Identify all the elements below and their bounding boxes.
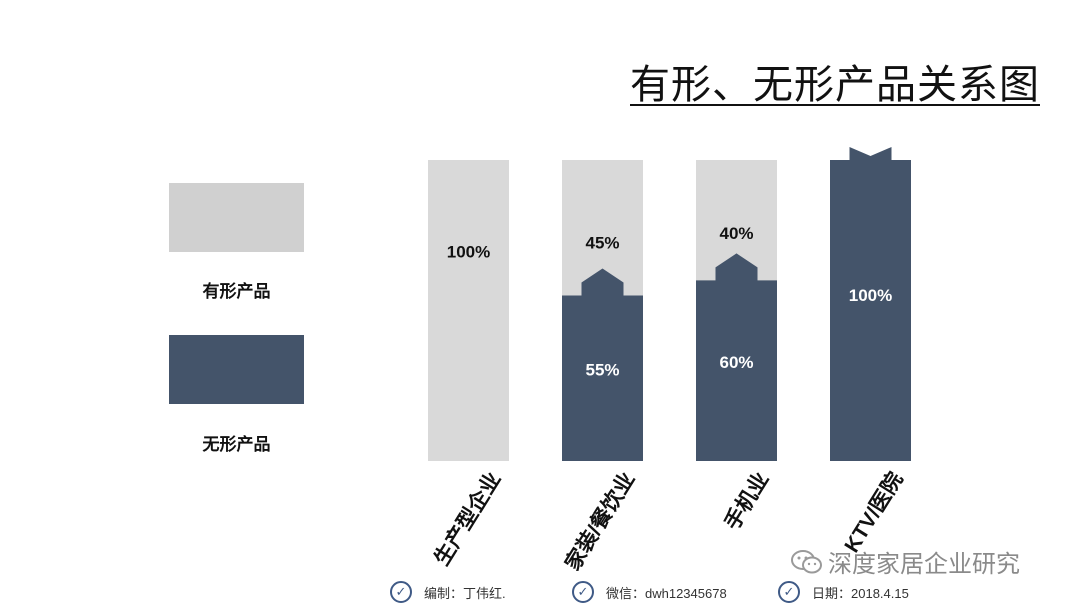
data-label-tangible-1: 45%: [585, 233, 619, 252]
watermark-text: 深度家居企业研究: [828, 551, 1020, 578]
data-label-tangible-0: 100%: [447, 242, 490, 261]
data-label-intangible-1: 55%: [585, 361, 619, 380]
category-label-2: 手机业: [720, 468, 774, 534]
wechat-icon: [791, 549, 822, 573]
footer-wechat: ✓ 微信：dwh12345678: [572, 578, 727, 606]
footer-date: ✓ 日期：2018.4.15: [778, 578, 909, 606]
legend-swatch-tangible: [169, 183, 304, 252]
data-label-tangible-2: 40%: [719, 224, 753, 243]
footer-author: ✓ 编制：丁伟红.: [390, 578, 506, 606]
check-circle-icon: ✓: [778, 581, 800, 603]
footer-date-text: 日期：2018.4.15: [812, 585, 909, 601]
legend-swatch-intangible: [169, 335, 304, 404]
bar-intangible-2: [696, 253, 777, 461]
check-circle-icon: ✓: [390, 581, 412, 603]
chart-title: 有形、无形产品关系图: [630, 63, 1040, 107]
bar-tangible-0: [428, 160, 509, 461]
check-circle-icon: ✓: [572, 581, 594, 603]
legend-label-intangible: 无形产品: [202, 435, 271, 454]
legend-label-tangible: 有形产品: [202, 282, 271, 301]
data-label-intangible-3: 100%: [849, 286, 892, 305]
footer-wechat-text: 微信：dwh12345678: [606, 585, 727, 601]
data-label-intangible-2: 60%: [719, 353, 753, 372]
watermark: 深度家居企业研究: [790, 544, 1020, 579]
category-label-1: 家装/餐饮业: [560, 468, 639, 575]
bar-intangible-3: [830, 147, 911, 461]
bar-intangible-1: [562, 268, 643, 461]
category-label-0: 生产型企业: [429, 468, 505, 570]
footer-author-text: 编制：丁伟红.: [424, 585, 506, 601]
